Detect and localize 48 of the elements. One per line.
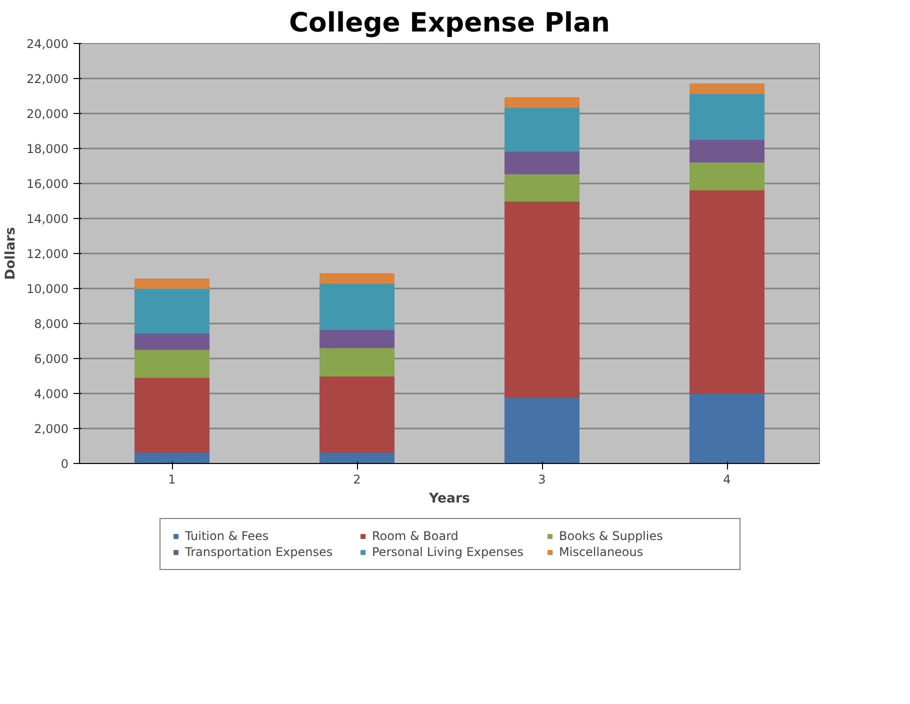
y-tick-label: 6,000 — [34, 352, 69, 366]
bar — [134, 288, 210, 334]
legend-label: Transportation Expenses — [185, 545, 334, 559]
bar — [504, 397, 580, 464]
legend-label: Personal Living Expenses — [372, 545, 524, 559]
y-tick-label: 16,000 — [26, 177, 69, 191]
bar — [504, 97, 580, 108]
y-axis-title: Dollars — [4, 227, 19, 280]
bar — [504, 200, 580, 398]
bar — [690, 83, 764, 94]
bar — [504, 106, 580, 152]
bar — [504, 173, 580, 202]
y-tick-label: 12,000 — [26, 247, 69, 261]
x-tick-label: 4 — [723, 472, 731, 486]
bar — [134, 332, 210, 350]
y-tick-label: 8,000 — [34, 317, 69, 331]
y-tick-label: 2,000 — [34, 422, 69, 436]
legend-label: Miscellaneous — [559, 545, 644, 559]
bar — [320, 329, 394, 348]
y-tick-label: 0 — [60, 457, 69, 471]
y-tick-label: 14,000 — [26, 212, 69, 226]
bar — [134, 278, 210, 289]
bar — [134, 348, 210, 378]
x-tick-label: 3 — [538, 472, 546, 486]
y-tick-label: 10,000 — [26, 282, 69, 296]
bar — [690, 138, 764, 162]
bar — [320, 282, 394, 330]
bar — [504, 150, 580, 174]
chart-title: College Expense Plan — [288, 8, 610, 38]
bar — [690, 189, 764, 394]
bar — [320, 347, 394, 376]
bar — [320, 273, 394, 284]
bar — [690, 161, 764, 190]
x-axis-title: Years — [428, 492, 470, 506]
y-tick-label: 4,000 — [34, 387, 69, 401]
x-tick-label: 1 — [168, 472, 176, 486]
y-tick-label: 22,000 — [26, 72, 69, 86]
legend-label: Books & Supplies — [559, 529, 664, 543]
y-tick-label: 20,000 — [26, 107, 69, 121]
y-tick-label: 18,000 — [26, 142, 69, 156]
bar — [690, 393, 764, 464]
bar — [690, 93, 764, 140]
bar — [320, 376, 394, 453]
y-tick-label: 24,000 — [26, 37, 69, 51]
legend-label: Tuition & Fees — [185, 529, 270, 543]
bar — [134, 376, 210, 453]
x-tick-label: 2 — [353, 472, 361, 486]
legend-label: Room & Board — [372, 529, 460, 543]
